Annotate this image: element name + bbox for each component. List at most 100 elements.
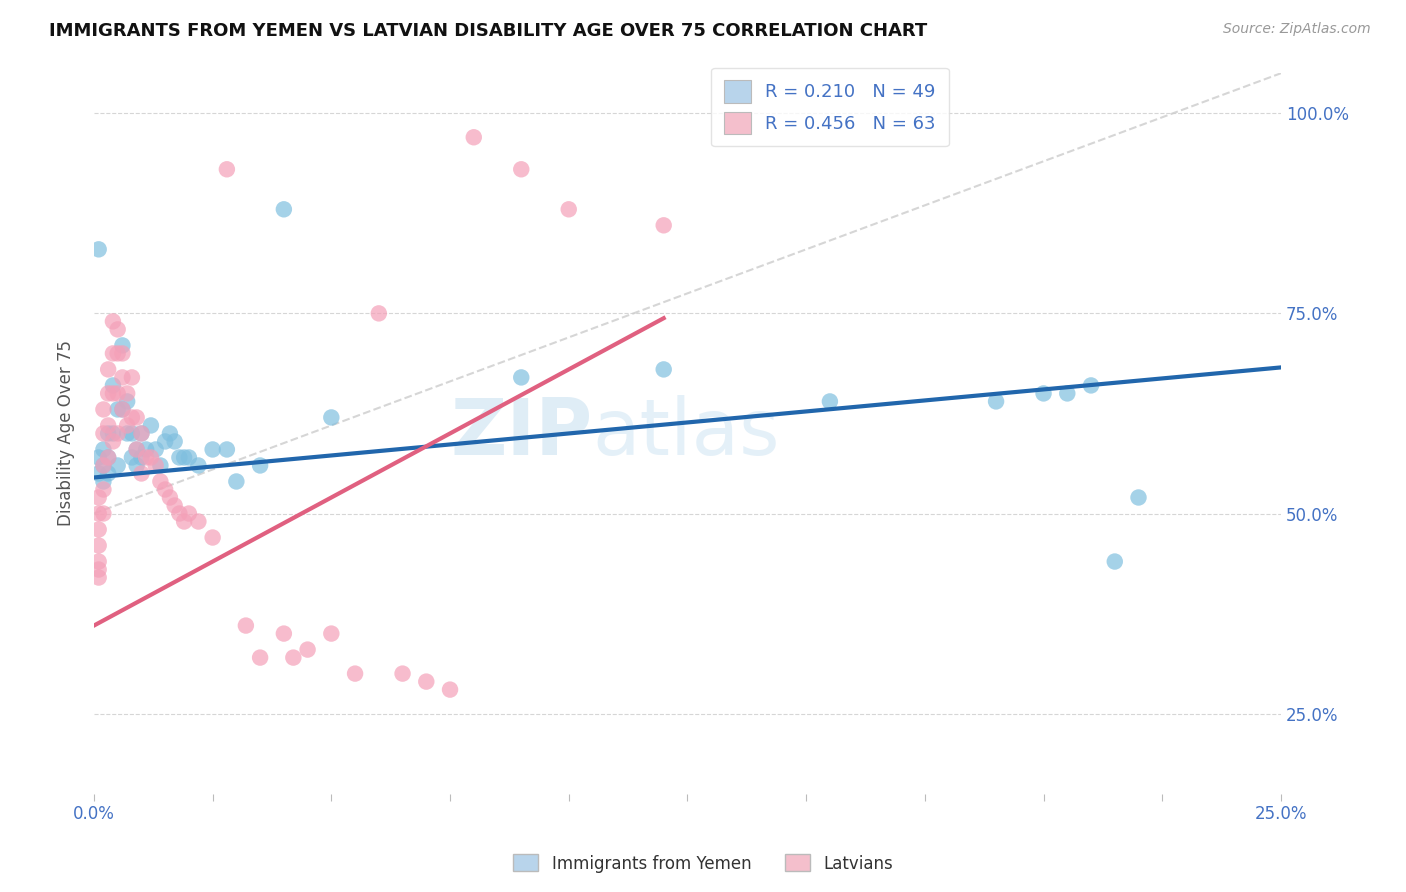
Point: [93, 483, 115, 497]
Point: [97, 467, 120, 481]
Point: [93, 458, 115, 473]
Point: [111, 346, 134, 360]
Point: [159, 491, 181, 505]
Point: [125, 458, 148, 473]
Point: [107, 346, 129, 360]
Point: [115, 386, 138, 401]
Point: [201, 442, 224, 457]
Point: [101, 386, 124, 401]
Point: [215, 442, 238, 457]
Point: [87, 570, 110, 584]
Point: [93, 442, 115, 457]
Point: [391, 666, 413, 681]
Text: ZIP: ZIP: [450, 395, 592, 472]
Point: [177, 450, 200, 465]
Point: [87, 450, 110, 465]
Point: [1128, 491, 1150, 505]
Point: [173, 450, 195, 465]
Point: [177, 507, 200, 521]
Point: [87, 539, 110, 553]
Point: [163, 499, 186, 513]
Point: [139, 418, 162, 433]
Point: [135, 450, 157, 465]
Point: [159, 426, 181, 441]
Point: [249, 650, 271, 665]
Point: [93, 402, 115, 417]
Point: [131, 426, 153, 441]
Point: [87, 507, 110, 521]
Legend: R = 0.210   N = 49, R = 0.456   N = 63: R = 0.210 N = 49, R = 0.456 N = 63: [711, 68, 949, 146]
Point: [107, 386, 129, 401]
Point: [510, 162, 533, 177]
Point: [93, 475, 115, 489]
Point: [131, 450, 153, 465]
Point: [87, 523, 110, 537]
Point: [87, 562, 110, 576]
Point: [145, 458, 167, 473]
Point: [139, 450, 162, 465]
Point: [235, 618, 257, 632]
Point: [153, 483, 176, 497]
Point: [149, 475, 172, 489]
Point: [125, 410, 148, 425]
Point: [173, 515, 195, 529]
Point: [107, 458, 129, 473]
Point: [111, 402, 134, 417]
Point: [97, 362, 120, 376]
Point: [149, 458, 172, 473]
Point: [1080, 378, 1102, 392]
Point: [558, 202, 581, 217]
Point: [87, 555, 110, 569]
Point: [344, 666, 367, 681]
Point: [201, 531, 224, 545]
Point: [463, 130, 485, 145]
Point: [169, 450, 191, 465]
Text: Source: ZipAtlas.com: Source: ZipAtlas.com: [1223, 22, 1371, 37]
Point: [984, 394, 1007, 409]
Point: [1056, 386, 1078, 401]
Point: [273, 626, 295, 640]
Point: [121, 450, 143, 465]
Point: [652, 219, 675, 233]
Point: [1104, 555, 1126, 569]
Point: [111, 338, 134, 352]
Point: [439, 682, 461, 697]
Point: [163, 434, 186, 449]
Text: IMMIGRANTS FROM YEMEN VS LATVIAN DISABILITY AGE OVER 75 CORRELATION CHART: IMMIGRANTS FROM YEMEN VS LATVIAN DISABIL…: [49, 22, 928, 40]
Point: [131, 467, 153, 481]
Point: [187, 515, 209, 529]
Point: [97, 418, 120, 433]
Point: [652, 362, 675, 376]
Point: [97, 450, 120, 465]
Point: [125, 442, 148, 457]
Point: [93, 458, 115, 473]
Point: [215, 162, 238, 177]
Point: [115, 394, 138, 409]
Point: [87, 467, 110, 481]
Point: [93, 426, 115, 441]
Point: [115, 418, 138, 433]
Text: atlas: atlas: [592, 395, 780, 472]
Point: [97, 386, 120, 401]
Point: [367, 306, 389, 320]
Point: [1032, 386, 1054, 401]
Point: [415, 674, 437, 689]
Point: [101, 434, 124, 449]
Point: [187, 458, 209, 473]
Point: [273, 202, 295, 217]
Point: [115, 426, 138, 441]
Point: [111, 402, 134, 417]
Point: [297, 642, 319, 657]
Point: [121, 410, 143, 425]
Point: [145, 442, 167, 457]
Point: [87, 491, 110, 505]
Point: [321, 626, 343, 640]
Point: [321, 410, 343, 425]
Point: [121, 426, 143, 441]
Point: [107, 426, 129, 441]
Point: [101, 346, 124, 360]
Point: [87, 243, 110, 257]
Point: [818, 394, 841, 409]
Point: [225, 475, 247, 489]
Point: [283, 650, 305, 665]
